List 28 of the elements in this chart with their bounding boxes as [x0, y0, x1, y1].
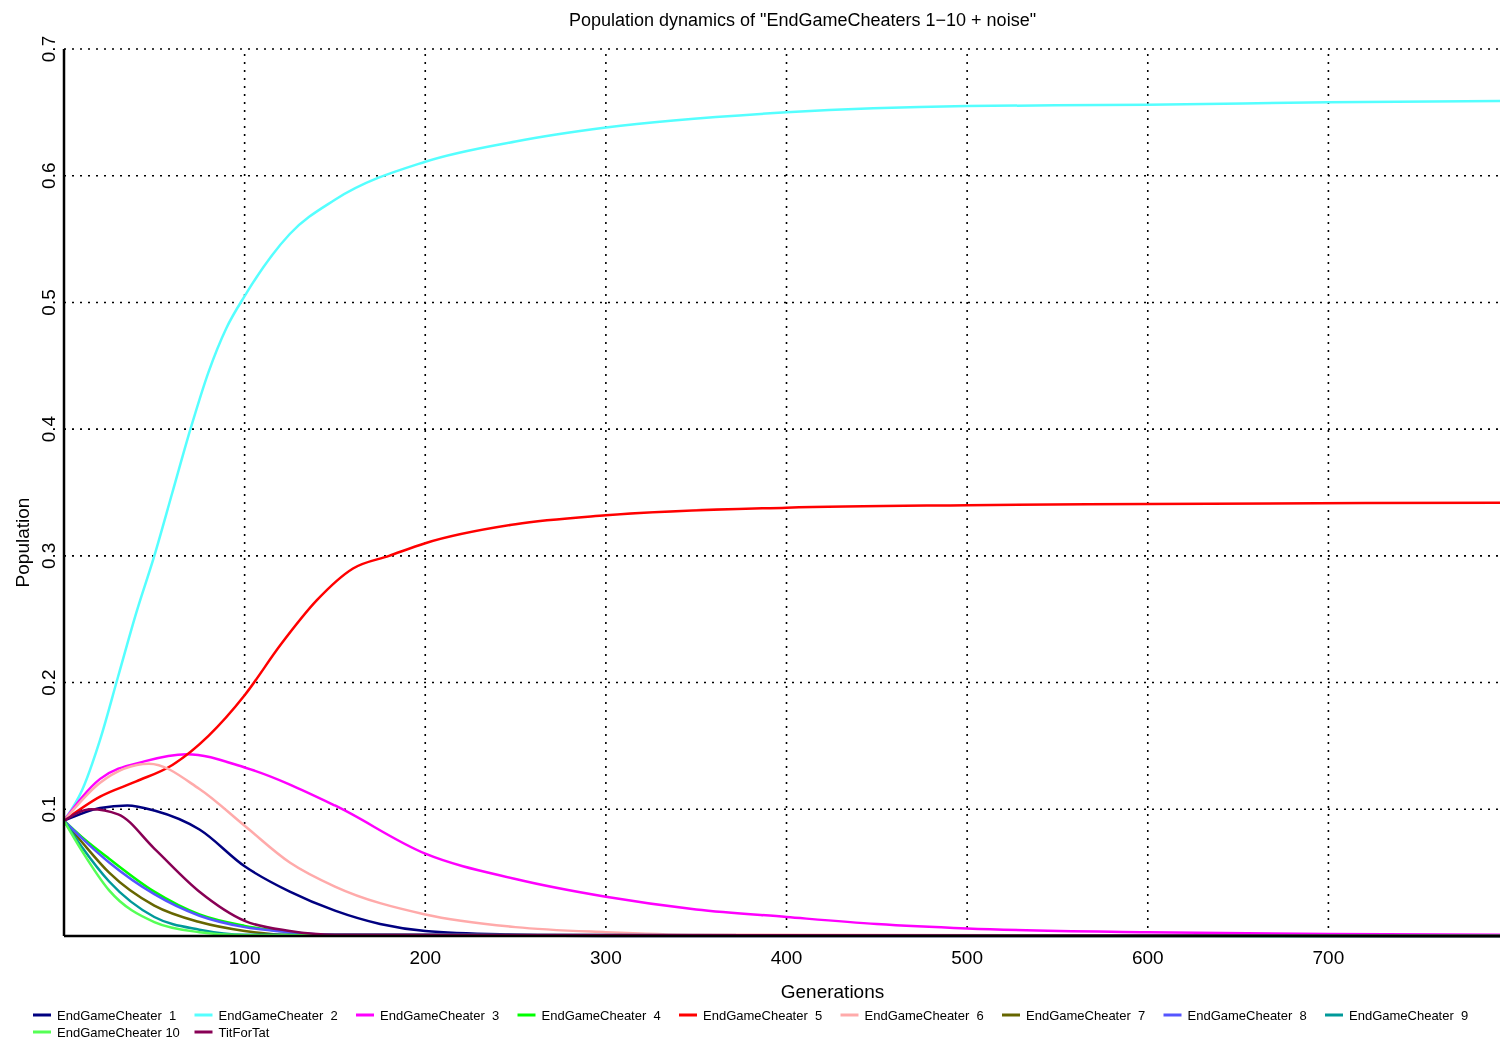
legend-label: EndGameCheater 7 [1026, 1008, 1146, 1023]
legend-label: EndGameCheater 6 [864, 1008, 984, 1023]
x-axis-title: Generations [780, 981, 885, 1002]
legend-label: EndGameCheater 3 [380, 1008, 500, 1023]
y-tick-label: 0.3 [38, 542, 59, 570]
legend-label: TitForTat [218, 1025, 270, 1040]
x-tick-label: 400 [770, 947, 803, 968]
x-tick-label: 600 [1131, 947, 1164, 968]
legend-label: EndGameCheater 10 [57, 1025, 180, 1040]
legend-label: EndGameCheater 4 [541, 1008, 661, 1023]
y-tick-label: 0.7 [38, 35, 59, 63]
legend-label: EndGameCheater 9 [1349, 1008, 1469, 1023]
y-tick-label: 0.6 [38, 162, 59, 189]
y-tick-label: 0.2 [38, 669, 59, 696]
legend-label: EndGameCheater 2 [218, 1008, 338, 1023]
x-tick-label: 700 [1312, 947, 1345, 968]
chart-title: Population dynamics of "EndGameCheaters 1−10 + noise" [568, 10, 1037, 30]
x-tick-label: 500 [951, 947, 983, 968]
legend-label: EndGameCheater 8 [1187, 1008, 1307, 1023]
legend-label: EndGameCheater 1 [57, 1008, 177, 1023]
legend-label: EndGameCheater 5 [703, 1008, 823, 1023]
y-tick-label: 0.4 [38, 415, 59, 443]
y-axis-title: Population [12, 497, 33, 588]
y-tick-label: 0.5 [38, 289, 59, 316]
y-tick-label: 0.1 [38, 796, 59, 823]
x-tick-label: 100 [228, 947, 261, 968]
x-tick-label: 200 [409, 947, 442, 968]
x-tick-label: 300 [590, 947, 622, 968]
